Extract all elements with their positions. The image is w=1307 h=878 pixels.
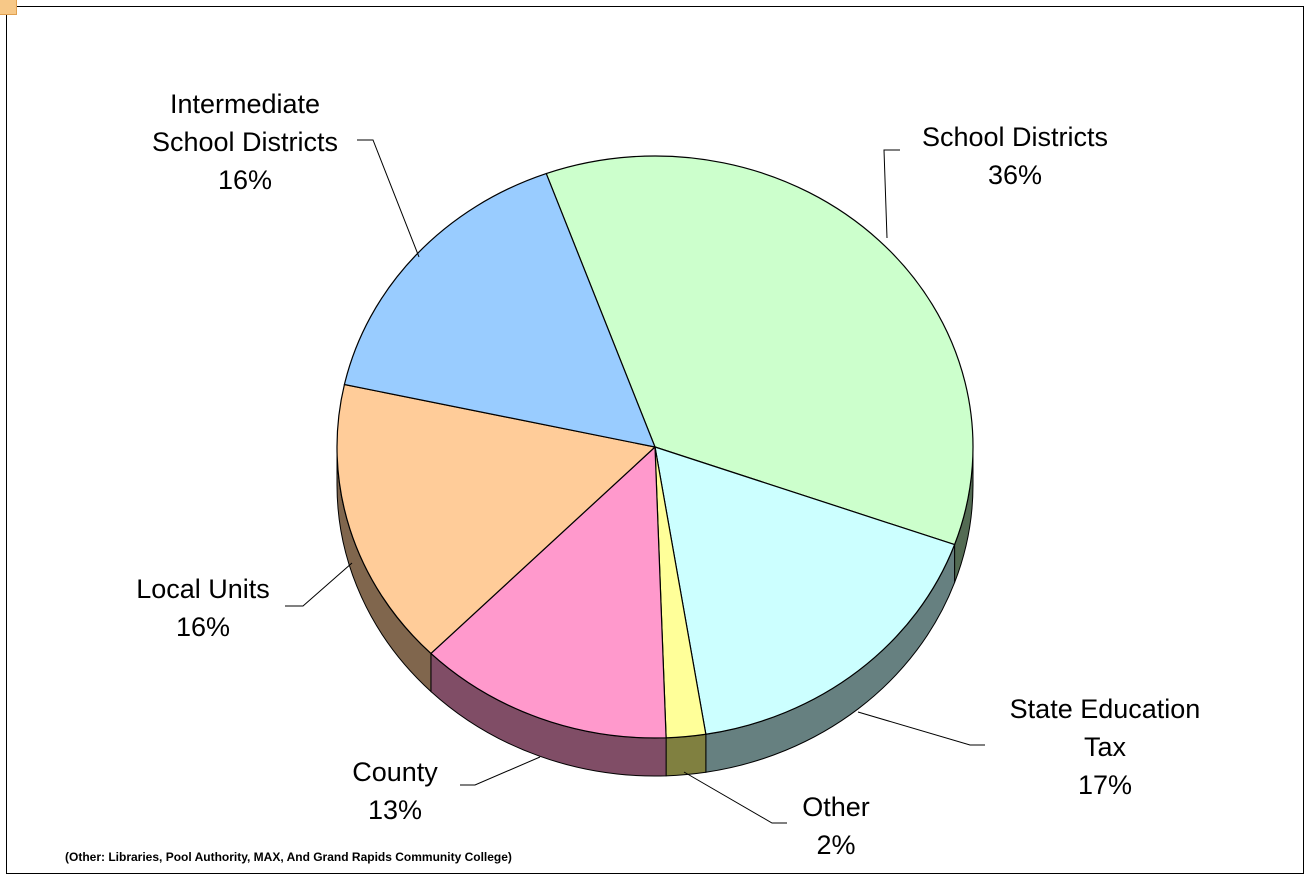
pie-slice-county xyxy=(430,446,667,739)
pie-side-other xyxy=(665,733,707,777)
slice-labels: School Districts 36% State Education Tax 17%… xyxy=(136,89,1200,860)
label-other: Other 2% xyxy=(802,792,870,860)
other-leader xyxy=(683,771,787,824)
local-units-leader xyxy=(285,562,353,607)
pie-slice-local-units xyxy=(336,383,656,655)
label-line: School Districts xyxy=(922,122,1108,152)
label-line: Other xyxy=(802,792,870,822)
label-line: Local Units xyxy=(136,574,270,604)
label-state-education-tax: State Education Tax 17% xyxy=(1010,694,1201,800)
label-line: County xyxy=(352,757,438,787)
state-education-tax-leader xyxy=(857,711,985,746)
label-line: School Districts xyxy=(152,127,338,157)
label-line: 17% xyxy=(1078,770,1132,800)
pie-slice-intermediate-school-districts xyxy=(343,172,656,448)
pie-slices xyxy=(336,155,974,739)
corner-marker xyxy=(0,0,17,15)
intermediate-school-districts-leader xyxy=(357,139,420,258)
label-intermediate-school-districts: Intermediate School Districts 16% xyxy=(152,89,338,195)
label-line: 16% xyxy=(218,165,272,195)
label-line: State Education xyxy=(1010,694,1201,724)
label-line: 36% xyxy=(988,160,1042,190)
label-county: County 13% xyxy=(352,757,438,825)
leader-lines xyxy=(285,139,985,824)
footnote: (Other: Libraries, Pool Authority, MAX, … xyxy=(65,850,512,864)
school-districts-leader xyxy=(883,149,900,239)
label-line: 13% xyxy=(368,795,422,825)
label-line: Intermediate xyxy=(170,89,320,119)
label-local-units: Local Units 16% xyxy=(136,574,270,642)
pie-slice-state-education-tax xyxy=(654,446,956,735)
pie-slice-school-districts xyxy=(545,155,974,546)
label-school-districts: School Districts 36% xyxy=(922,122,1108,190)
county-leader xyxy=(460,756,541,786)
label-line: 2% xyxy=(816,830,855,860)
label-line: Tax xyxy=(1084,732,1127,762)
label-line: 16% xyxy=(176,612,230,642)
